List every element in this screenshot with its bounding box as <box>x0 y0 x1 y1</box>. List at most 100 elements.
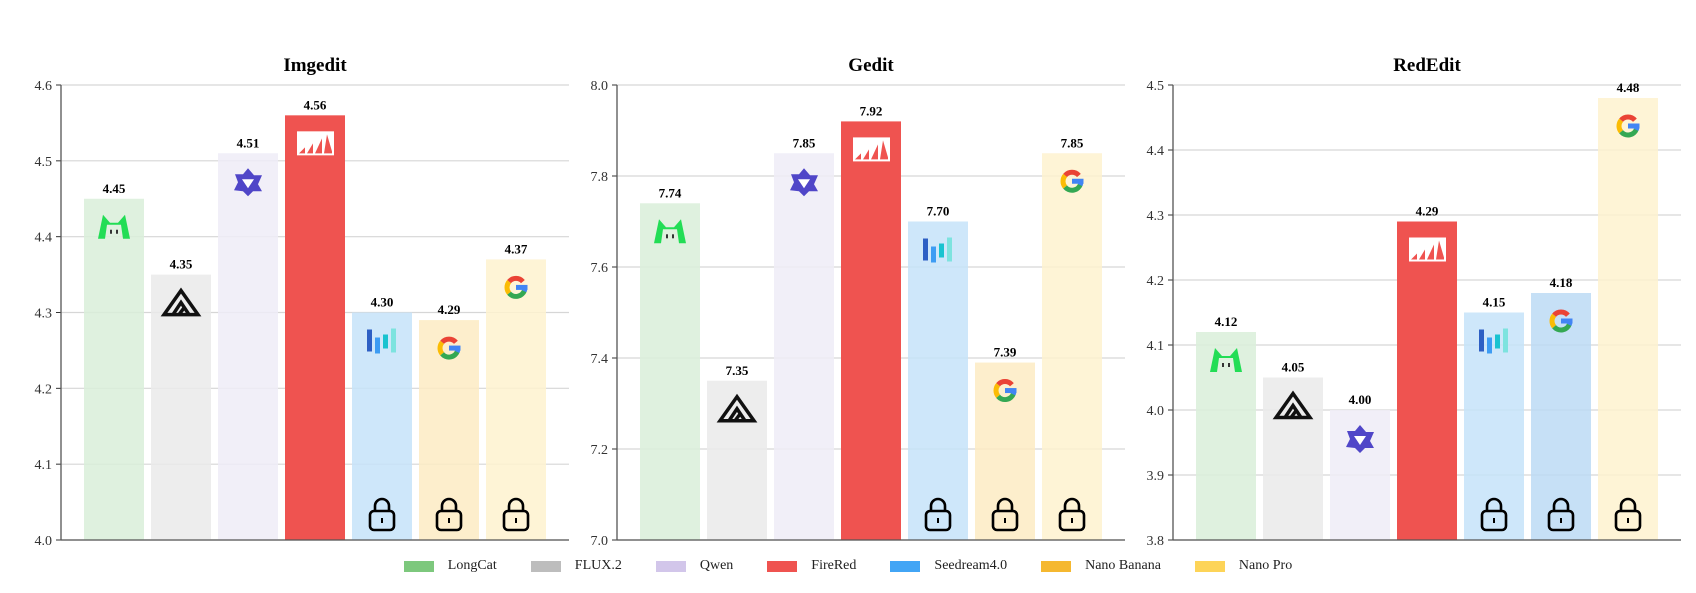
legend-swatch <box>530 560 561 572</box>
lock-body <box>1058 509 1086 532</box>
seedream-bar <box>383 334 388 349</box>
flux-shape <box>716 393 758 423</box>
value-label: 4.37 <box>505 241 528 256</box>
bar-nano-pro <box>1042 153 1102 540</box>
longcat-logo-icon <box>1210 348 1242 372</box>
bar-seedream4-0 <box>1464 312 1524 540</box>
value-label: 7.70 <box>927 204 950 219</box>
google-arc <box>440 350 460 360</box>
y-tick-label: 7.4 <box>591 352 609 367</box>
google-bar <box>516 284 528 290</box>
value-label: 7.74 <box>659 185 682 200</box>
y-tick-label: 7.0 <box>591 534 609 549</box>
firered-logo-icon <box>1409 237 1446 262</box>
longcat-logo-icon <box>98 214 130 239</box>
bar-qwen <box>218 153 278 540</box>
y-tick-label: 8.0 <box>591 79 609 94</box>
legend-label: Nano Banana <box>1085 558 1161 573</box>
longcat-shape <box>654 219 686 244</box>
google-arc <box>1060 173 1068 189</box>
bar-firered <box>1397 221 1457 540</box>
firered-logo-icon <box>853 137 890 162</box>
lock-icon <box>1547 497 1575 532</box>
legend-item-firered: FireRed <box>767 558 856 574</box>
legend-label: FLUX.2 <box>574 558 622 573</box>
legend-item-nano-pro: Nano Pro <box>1194 558 1293 574</box>
lock-keyhole <box>381 518 383 523</box>
flux-logo-icon <box>160 287 202 317</box>
lock-icon <box>435 497 463 532</box>
eye <box>1222 363 1224 367</box>
seedream-bar <box>391 328 396 353</box>
bar-longcat <box>1196 332 1256 540</box>
lock-body <box>991 509 1019 532</box>
lock-shackle <box>507 497 525 511</box>
flux-shape <box>160 287 202 317</box>
y-tick-label: 4.2 <box>35 382 53 397</box>
bar-firered <box>841 121 901 541</box>
lock-shackle <box>373 497 391 511</box>
legend-item-flux: FLUX.2 <box>530 558 622 574</box>
google-arc <box>1616 118 1624 134</box>
legend-item-nano-banana: Nano Banana <box>1041 558 1161 574</box>
bar-flux-2 <box>707 380 767 540</box>
y-tick-label: 7.8 <box>591 170 609 185</box>
google-arc <box>504 280 512 295</box>
google-logo-icon <box>437 336 461 360</box>
chart-imgedit: Imgedit 4.0 4.1 4.2 4.3 4.4 4.5 4.6 4.45 4.35 4.51… <box>35 55 569 549</box>
value-label: 4.05 <box>1282 360 1305 375</box>
bar-nano-pro <box>486 259 546 540</box>
lock-body <box>435 509 463 532</box>
google-arc <box>1552 322 1572 333</box>
y-tick-label: 4.5 <box>35 155 53 170</box>
value-label: 4.48 <box>1617 80 1640 95</box>
seedream-bar <box>375 337 380 354</box>
legend-label: LongCat <box>447 558 497 573</box>
google-logo-icon <box>1616 114 1640 138</box>
lock-body <box>924 509 952 532</box>
firered-marks <box>299 134 332 154</box>
google-arc <box>1619 127 1639 138</box>
qwen-logo-icon <box>790 168 818 197</box>
google-bar <box>449 345 461 351</box>
lock-icon <box>991 497 1019 532</box>
qwen-inner <box>798 179 810 189</box>
legend-label: Nano Pro <box>1238 558 1293 573</box>
lock-icon <box>368 497 396 532</box>
chart-gedit: Gedit 7.0 7.2 7.4 7.6 7.8 8.0 7.74 7.35 7.85 7.92 7… <box>591 55 1125 549</box>
longcat-shape <box>98 214 130 239</box>
lock-shackle <box>1552 497 1570 511</box>
value-label: 7.39 <box>994 345 1017 360</box>
eye <box>666 234 668 239</box>
y-tick-label: 4.3 <box>35 307 53 322</box>
bar-qwen <box>774 153 834 540</box>
lock-body <box>1547 509 1575 532</box>
google-bar <box>1628 123 1640 129</box>
firered-marks <box>1411 240 1444 260</box>
legend-item-qwen: Qwen <box>655 558 733 574</box>
seedream-bar <box>923 238 928 261</box>
lock-shackle <box>1485 497 1503 511</box>
google-arc <box>1063 169 1081 178</box>
lock-icon <box>1480 497 1508 532</box>
google-arc <box>507 289 527 299</box>
y-tick-label: 4.0 <box>35 534 53 549</box>
legend-item-longcat: LongCat <box>403 558 497 574</box>
google-logo-icon <box>1549 309 1573 333</box>
google-arc <box>996 379 1014 387</box>
y-tick-label: 4.5 <box>1147 79 1165 94</box>
legend-label: Seedream4.0 <box>934 558 1008 573</box>
chart-title: RedEdit <box>1393 55 1461 76</box>
google-arc <box>1063 183 1083 193</box>
seedream-bar <box>367 329 372 352</box>
seedream-bar <box>1479 329 1484 352</box>
bar-seedream4-0 <box>352 312 412 540</box>
google-bar <box>1005 388 1017 394</box>
lock-shackle <box>929 497 947 511</box>
value-label: 4.45 <box>103 181 126 196</box>
google-arc <box>1552 309 1570 318</box>
seedream-bar <box>1503 328 1508 353</box>
legend-swatch <box>1041 560 1072 572</box>
y-tick-label: 7.2 <box>591 443 609 458</box>
legend-swatch <box>890 560 921 572</box>
